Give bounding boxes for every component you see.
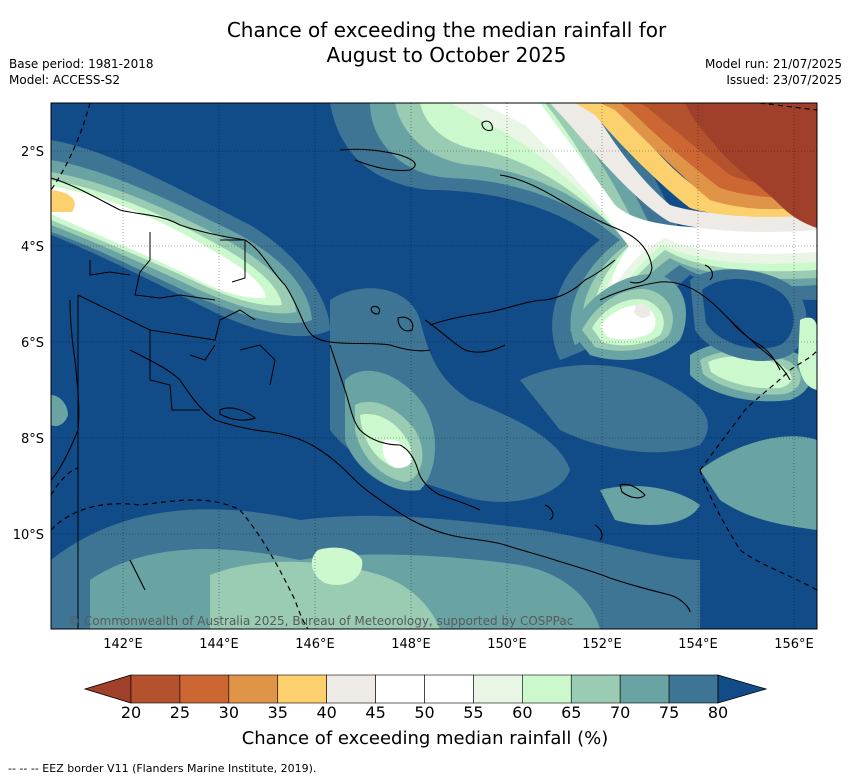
eez-borders — [51, 103, 817, 629]
lat-label-6s: 6°S — [21, 336, 44, 351]
lat-label-10s: 10°S — [13, 528, 44, 543]
colorbar-tick-label: 40 — [316, 703, 337, 722]
colorbar-tick-label: 50 — [414, 703, 435, 722]
rainfall-probability-field — [51, 103, 817, 629]
colorbar-bin — [424, 674, 474, 704]
model-run: Model run: 21/07/2025 — [704, 57, 842, 71]
colorbar-tick-label: 35 — [267, 703, 288, 722]
colorbar-tick-label: 60 — [512, 703, 533, 722]
colorbar-bin — [277, 674, 327, 704]
base-period: Base period: 1981-2018 — [9, 57, 154, 71]
map-title: Chance of exceeding the median rainfall … — [0, 18, 850, 68]
colorbar-arrow-high — [717, 674, 768, 704]
lon-label-152e: 152°E — [582, 637, 622, 652]
meta-left: Base period: 1981-2018 Model: ACCESS-S2 — [9, 56, 154, 88]
colorbar-bin — [522, 674, 572, 704]
colorbar-bin — [228, 674, 279, 704]
lon-label-142e: 142°E — [103, 637, 143, 652]
model-name: Model: ACCESS-S2 — [9, 73, 121, 87]
meta-right: Model run: 21/07/2025 Issued: 23/07/2025 — [705, 56, 842, 88]
lon-label-156e: 156°E — [774, 637, 814, 652]
lat-label-4s: 4°S — [21, 240, 44, 255]
colorbar-bin — [130, 674, 181, 704]
eez-footnote: -- -- -- EEZ border V11 (Flanders Marine… — [8, 762, 317, 775]
colorbar — [83, 674, 768, 704]
colorbar-tick-label: 70 — [609, 703, 631, 722]
longitude-labels: 142°E 144°E 146°E 148°E 150°E 152°E 154°… — [103, 637, 814, 652]
lon-label-148e: 148°E — [391, 637, 431, 652]
colorbar-label: Chance of exceeding median rainfall (%) — [241, 728, 609, 749]
colorbar-bin — [473, 674, 523, 704]
latitude-labels: 2°S 4°S 6°S 8°S 10°S — [13, 145, 44, 543]
copyright-notice: © Commonwealth of Australia 2025, Bureau… — [68, 614, 573, 628]
colorbar-bin — [326, 674, 376, 704]
colorbar-tick-label: 55 — [463, 703, 484, 722]
issued-date: Issued: 23/07/2025 — [726, 73, 842, 87]
colorbar-arrow-low — [83, 674, 132, 704]
colorbar-tick-label: 30 — [218, 703, 240, 722]
lon-label-150e: 150°E — [487, 637, 527, 652]
colorbar-tick-label: 80 — [707, 703, 729, 722]
admin-borders — [77, 232, 276, 629]
lon-label-146e: 146°E — [295, 637, 335, 652]
colorbar-tick-label: 25 — [169, 703, 191, 722]
lat-label-8s: 8°S — [21, 432, 44, 447]
colorbar-ticks: 20 25 30 35 40 45 50 55 60 65 70 75 80 — [0, 703, 850, 725]
colorbar-bin — [375, 674, 425, 704]
title-line-1: Chance of exceeding the median rainfall … — [226, 18, 667, 42]
colorbar-tick-label: 45 — [365, 703, 386, 722]
colorbar-tick-label: 75 — [658, 703, 680, 722]
title-line-2: August to October 2025 — [326, 43, 567, 67]
graticule — [51, 103, 817, 629]
colorbar-bin — [619, 674, 670, 704]
lon-label-144e: 144°E — [199, 637, 239, 652]
colorbar-tick-label: 65 — [561, 703, 582, 722]
lon-label-154e: 154°E — [678, 637, 718, 652]
lat-label-2s: 2°S — [21, 145, 44, 160]
colorbar-tick-label: 20 — [120, 703, 142, 722]
colorbar-bin — [570, 674, 621, 704]
colorbar-bin — [668, 674, 719, 704]
colorbar-bin — [179, 674, 230, 704]
